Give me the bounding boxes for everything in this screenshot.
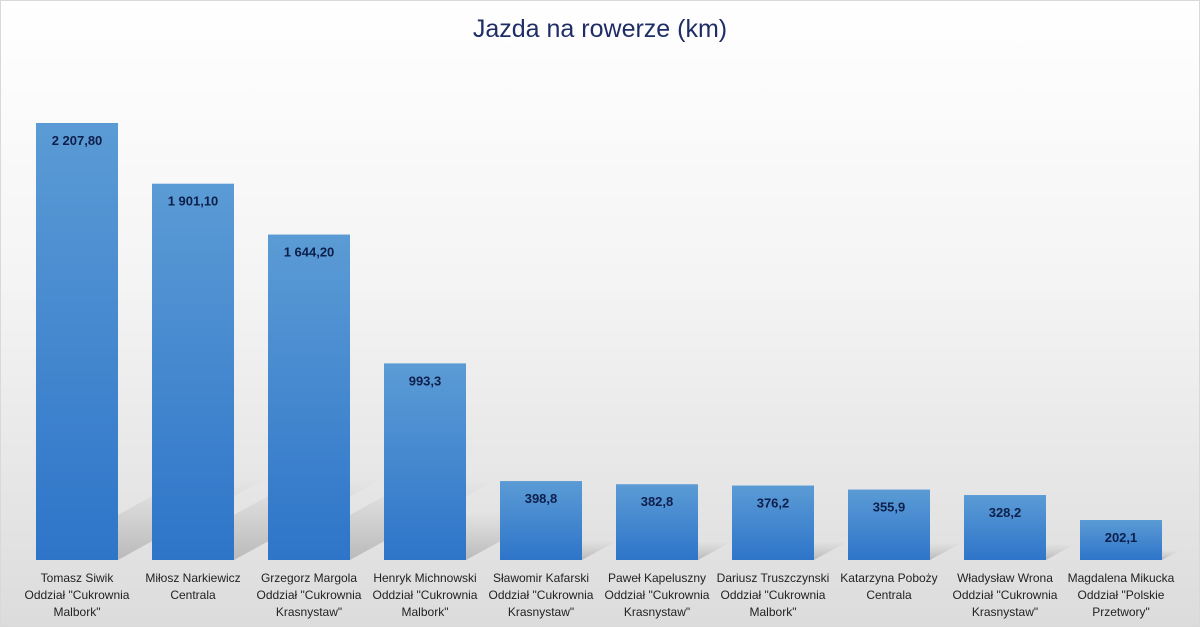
data-label: 2 207,80 — [52, 133, 103, 148]
category-label: Władysław Wrona Oddział "Cukrownia Krasnys… — [953, 571, 1058, 619]
data-label: 328,2 — [989, 505, 1022, 520]
category-label: Katarzyna Poboży Centrala — [840, 571, 937, 602]
data-label: 398,8 — [525, 491, 558, 506]
bar — [1080, 519, 1162, 560]
category-label: Miłosz Narkiewicz Centrala — [145, 571, 240, 602]
category-label: Magdalena Mikucka Oddział "Polskie Przetwo… — [1068, 571, 1175, 619]
category-label: Sławomir Kafarski Oddział "Cukrownia Krasn… — [489, 571, 594, 619]
data-label: 376,2 — [757, 496, 790, 511]
data-label: 202,1 — [1105, 530, 1138, 545]
data-label: 355,9 — [873, 500, 906, 515]
bar — [964, 495, 1046, 560]
data-label: 993,3 — [409, 373, 442, 388]
bar — [848, 489, 930, 560]
bars-group — [36, 123, 1162, 560]
bar — [152, 183, 234, 560]
bar — [36, 123, 118, 560]
chart-title: Jazda na rowerze (km) — [472, 15, 728, 43]
bar — [500, 481, 582, 560]
bar — [268, 234, 350, 560]
data-labels-group: 2 207,80 1 901,10 1 644,20 993,3 398,8 382,8 3… — [52, 133, 1138, 545]
category-label: Henryk Michnowski Oddział "Cukrownia Malbo… — [373, 571, 478, 619]
category-labels-group: Tomasz Siwik Oddział "Cukrownia Malbork" Mi… — [25, 571, 1175, 619]
bar — [616, 484, 698, 560]
category-label: Paweł Kapeluszny Oddział "Cukrownia Krasny… — [605, 571, 710, 619]
data-label: 1 901,10 — [168, 194, 219, 209]
bar — [732, 485, 814, 560]
category-label: Tomasz Siwik Oddział "Cukrownia Malbork" — [25, 571, 130, 619]
category-label: Grzegorz Margola Oddział "Cukrownia Krasny… — [257, 571, 362, 619]
data-label: 1 644,20 — [284, 245, 335, 260]
bar — [384, 363, 466, 560]
data-label: 382,8 — [641, 494, 674, 509]
category-label: Dariusz Truszczynski Oddział "Cukrownia Ma… — [717, 571, 830, 619]
